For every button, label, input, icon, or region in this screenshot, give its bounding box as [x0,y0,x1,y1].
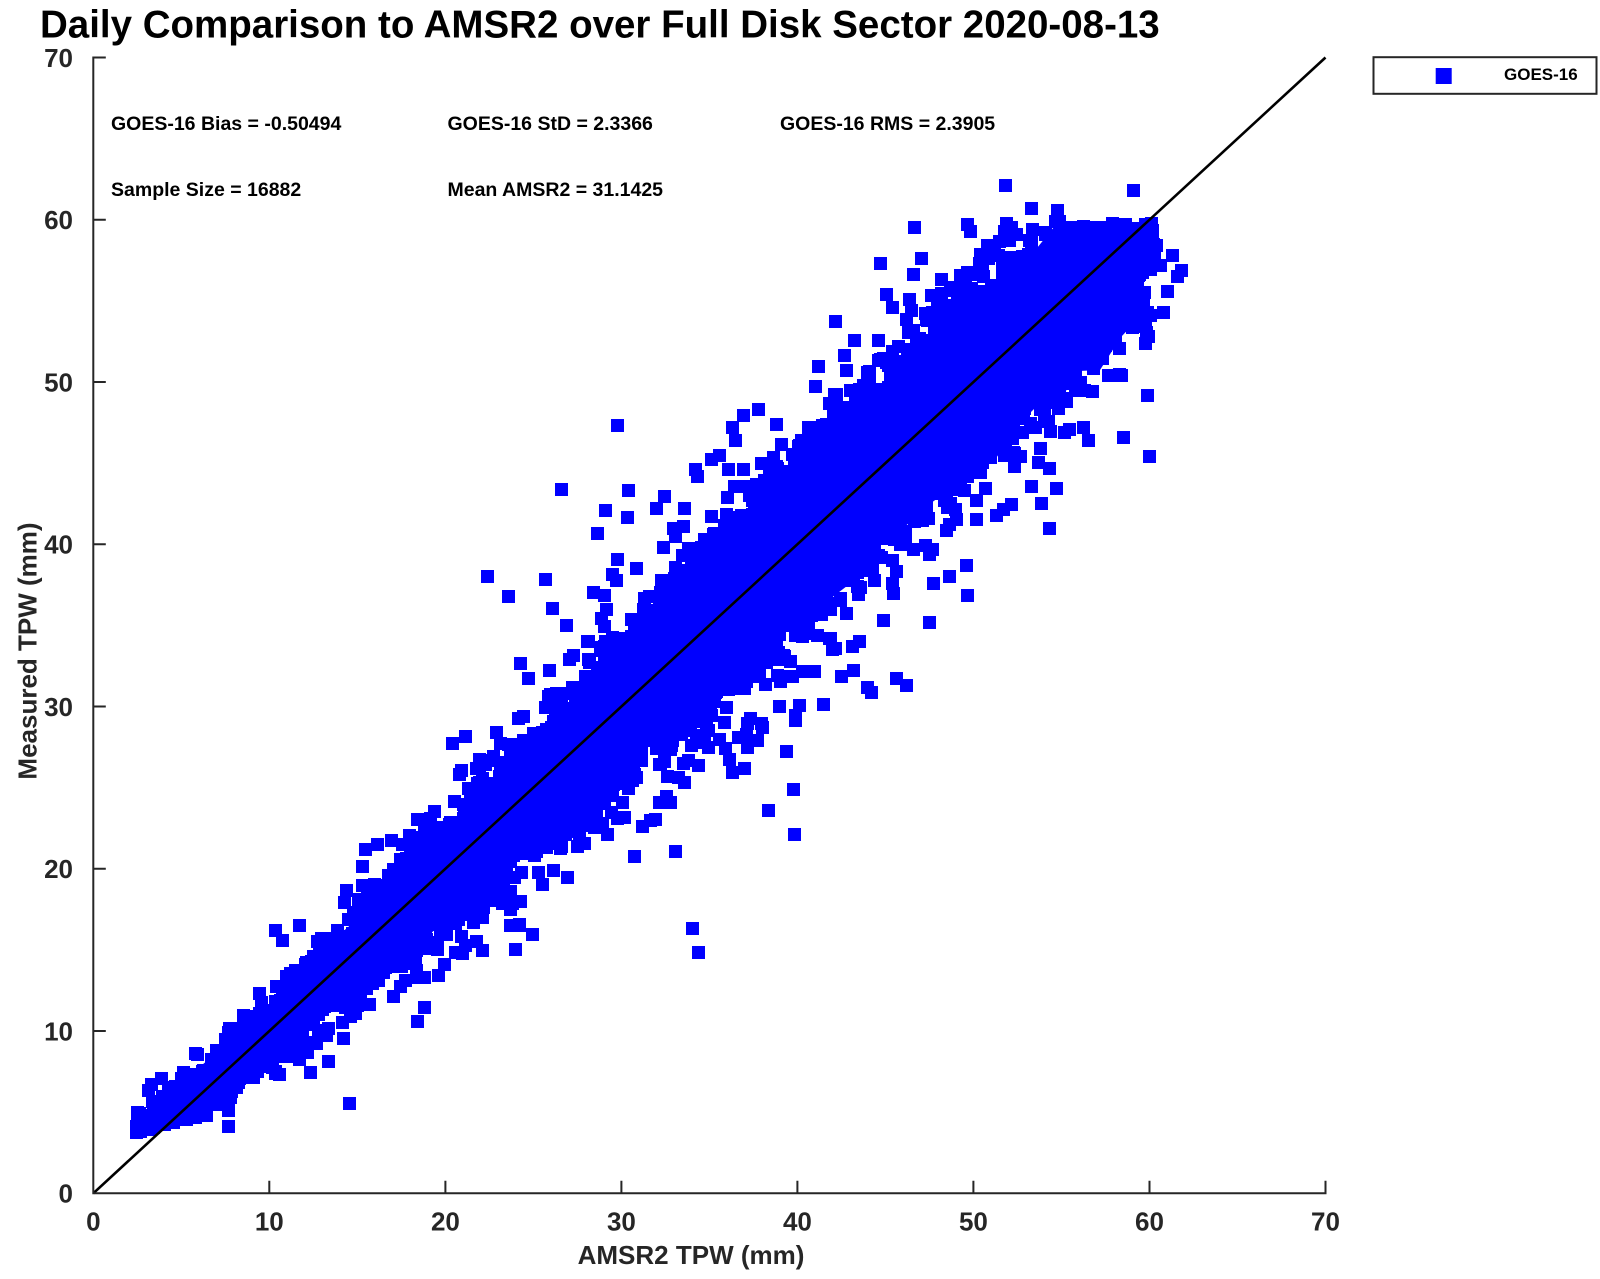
svg-text:40: 40 [783,1207,812,1237]
svg-text:50: 50 [959,1207,988,1237]
svg-text:Measured TPW (mm): Measured TPW (mm) [13,522,43,779]
svg-text:10: 10 [255,1207,284,1237]
svg-text:20: 20 [44,854,73,884]
svg-text:GOES-16 Bias = -0.50494: GOES-16 Bias = -0.50494 [111,113,341,135]
svg-text:30: 30 [607,1207,636,1237]
svg-text:70: 70 [44,43,73,73]
svg-text:60: 60 [44,205,73,235]
svg-text:GOES-16: GOES-16 [1504,65,1578,84]
svg-text:70: 70 [1311,1207,1340,1237]
svg-text:AMSR2 TPW (mm): AMSR2 TPW (mm) [578,1240,805,1270]
svg-text:40: 40 [44,530,73,560]
svg-text:10: 10 [44,1016,73,1046]
svg-text:Daily Comparison to AMSR2 over: Daily Comparison to AMSR2 over Full Disk… [40,4,1160,47]
svg-text:0: 0 [86,1207,100,1237]
svg-text:Mean AMSR2 = 31.1425: Mean AMSR2 = 31.1425 [448,179,664,201]
svg-text:0: 0 [59,1179,73,1209]
svg-text:50: 50 [44,367,73,397]
svg-text:GOES-16 StD = 2.3366: GOES-16 StD = 2.3366 [448,113,654,135]
svg-text:Sample Size = 16882: Sample Size = 16882 [111,179,301,201]
svg-text:30: 30 [44,692,73,722]
svg-text:60: 60 [1135,1207,1164,1237]
svg-text:20: 20 [431,1207,460,1237]
svg-text:GOES-16 RMS = 2.3905: GOES-16 RMS = 2.3905 [780,113,995,135]
